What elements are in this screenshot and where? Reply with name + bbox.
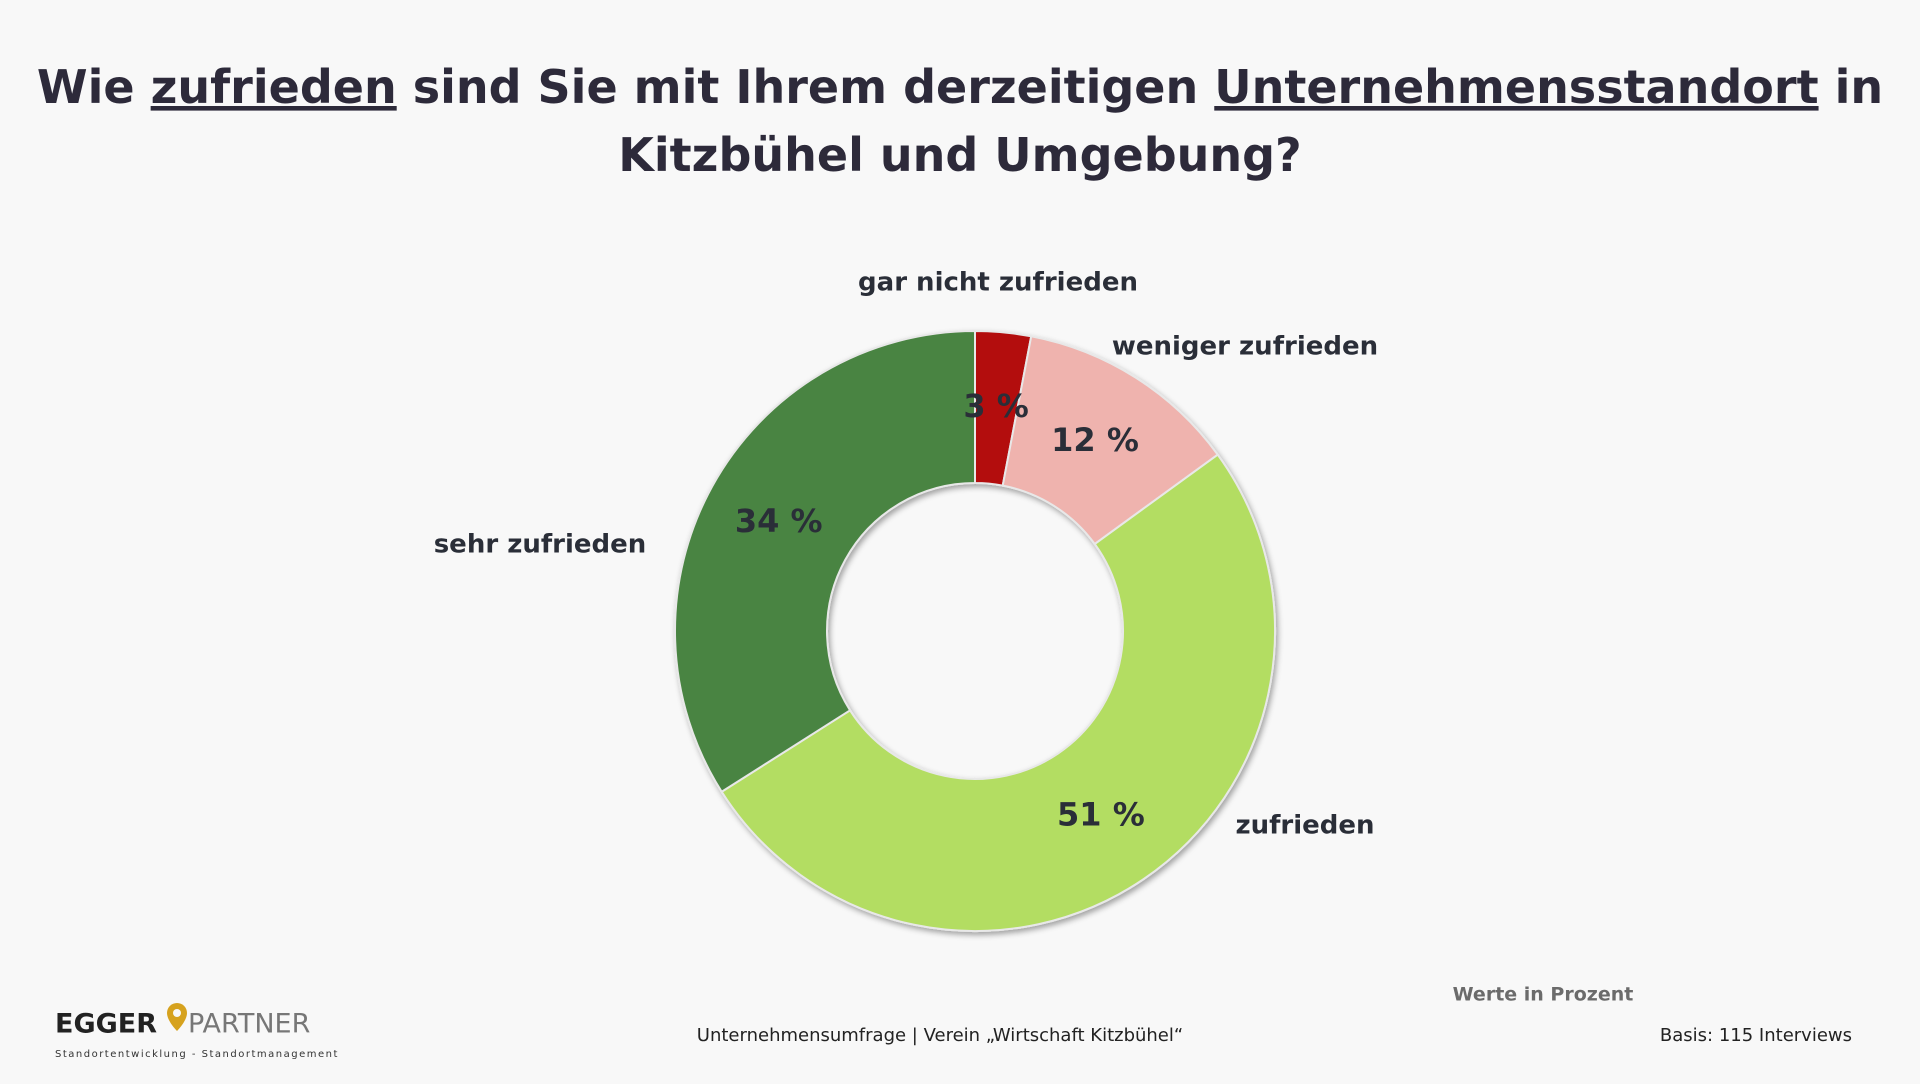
category-label: zufrieden xyxy=(1235,811,1374,841)
title-part: in xyxy=(1819,60,1884,114)
logo-right: PARTNER xyxy=(188,1009,310,1040)
note: Werte in Prozent xyxy=(1453,984,1634,1006)
logo-tagline: Standortentwicklung - Standortmanagement xyxy=(55,1049,339,1060)
logo-left: EGGER xyxy=(55,1009,157,1040)
title-part: sind Sie mit Ihrem derzeitigen xyxy=(397,60,1215,114)
donut-segment xyxy=(674,329,976,794)
chart-title: Kitzbühel und Umgebung? xyxy=(618,128,1301,182)
category-label: sehr zufrieden xyxy=(434,530,647,560)
data-label: 34 % xyxy=(735,502,823,540)
title-part: Wie xyxy=(37,60,151,114)
donut xyxy=(674,329,1276,932)
data-label: 51 % xyxy=(1057,795,1145,833)
title-part: Kitzbühel und Umgebung? xyxy=(618,128,1301,182)
title-part: Unternehmensstandort xyxy=(1214,60,1818,114)
logo-pin-hole xyxy=(173,1009,181,1017)
data-label: 12 % xyxy=(1051,421,1139,459)
source: Unternehmensumfrage | Verein „Wirtschaft… xyxy=(697,1025,1183,1046)
chart-title: Wie zufrieden sind Sie mit Ihrem derzeit… xyxy=(37,60,1883,114)
donut-segment xyxy=(720,453,1276,932)
base: Basis: 115 Interviews xyxy=(1660,1025,1852,1046)
title-part: zufrieden xyxy=(151,60,397,114)
data-label: 3 % xyxy=(963,387,1028,425)
category-label: weniger zufrieden xyxy=(1112,332,1378,362)
category-label: gar nicht zufrieden xyxy=(858,268,1138,298)
